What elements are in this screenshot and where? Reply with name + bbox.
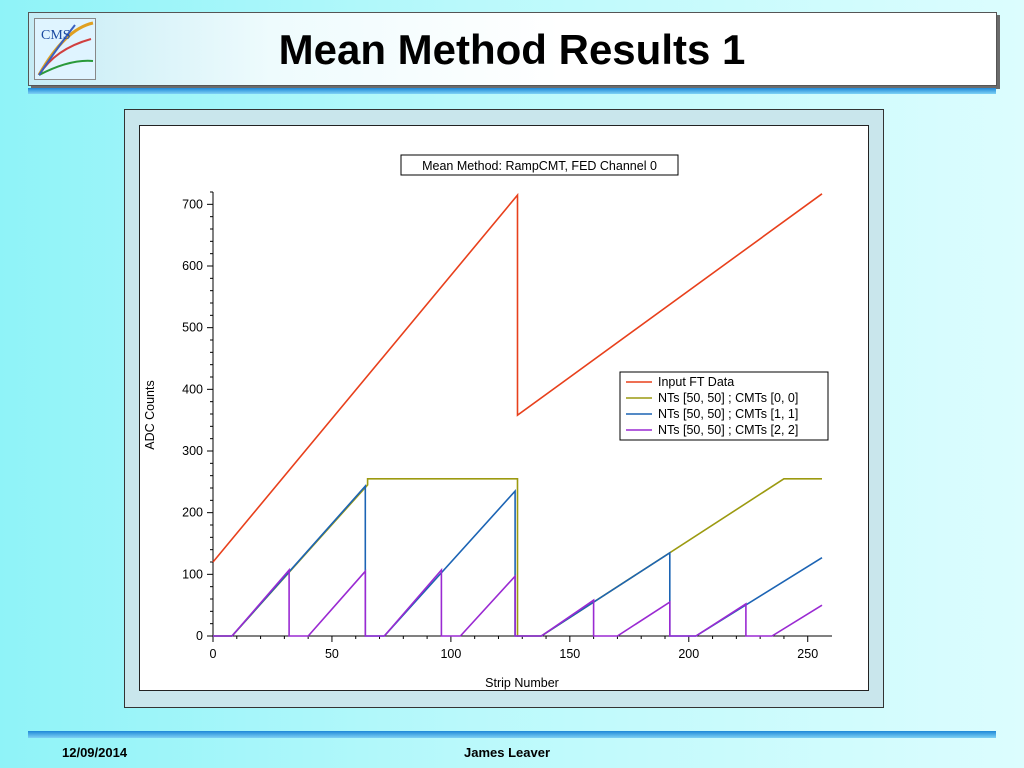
- y-tick-label: 200: [182, 506, 203, 520]
- x-tick-label: 0: [210, 647, 217, 661]
- y-tick-label: 700: [182, 197, 203, 211]
- chart-legend: Input FT Data NTs [50, 50] ; CMTs [0, 0] N…: [619, 371, 829, 441]
- cms-logo-graphic: CMS: [35, 19, 95, 79]
- footer-divider: [28, 731, 996, 738]
- title-underline: [28, 88, 996, 94]
- y-tick-label: 100: [182, 567, 203, 581]
- cms-logo-text: CMS: [41, 28, 71, 43]
- legend-label: NTs [50, 50] ; CMTs [2, 2]: [658, 423, 798, 437]
- slide-title: Mean Method Results 1: [278, 26, 746, 73]
- chart-title: Mean Method: RampCMT, FED Channel 0: [422, 159, 657, 173]
- legend-label: Input FT Data: [658, 375, 734, 389]
- x-axis-label: Strip Number: [485, 676, 559, 690]
- y-tick-label: 0: [196, 629, 203, 643]
- x-tick-label: 50: [325, 647, 339, 661]
- legend-label: NTs [50, 50] ; CMTs [0, 0]: [658, 391, 798, 405]
- footer-author: James Leaver: [464, 745, 551, 760]
- chart-title-box: [400, 154, 679, 176]
- x-tick-label: 150: [559, 647, 580, 661]
- chart-title-group: Mean Method: RampCMT, FED Channel 0: [400, 154, 679, 176]
- cms-logo: CMS: [34, 18, 96, 80]
- series-line: [212, 192, 823, 563]
- y-tick-label: 600: [182, 259, 203, 273]
- x-tick-label: 100: [440, 647, 461, 661]
- y-tick-label: 400: [182, 382, 203, 396]
- footer-date: 12/09/2014: [62, 745, 128, 760]
- y-tick-label: 300: [182, 444, 203, 458]
- legend-label: NTs [50, 50] ; CMTs [1, 1]: [658, 407, 798, 421]
- y-axis-label: ADC Counts: [143, 380, 157, 449]
- series-line: [213, 567, 823, 637]
- series-line: [213, 478, 822, 637]
- x-tick-label: 200: [678, 647, 699, 661]
- y-tick-label: 500: [182, 321, 203, 335]
- chart-series: [212, 192, 823, 637]
- x-tick-label: 250: [797, 647, 818, 661]
- title-bar: [28, 12, 997, 86]
- legend-box: [619, 371, 829, 441]
